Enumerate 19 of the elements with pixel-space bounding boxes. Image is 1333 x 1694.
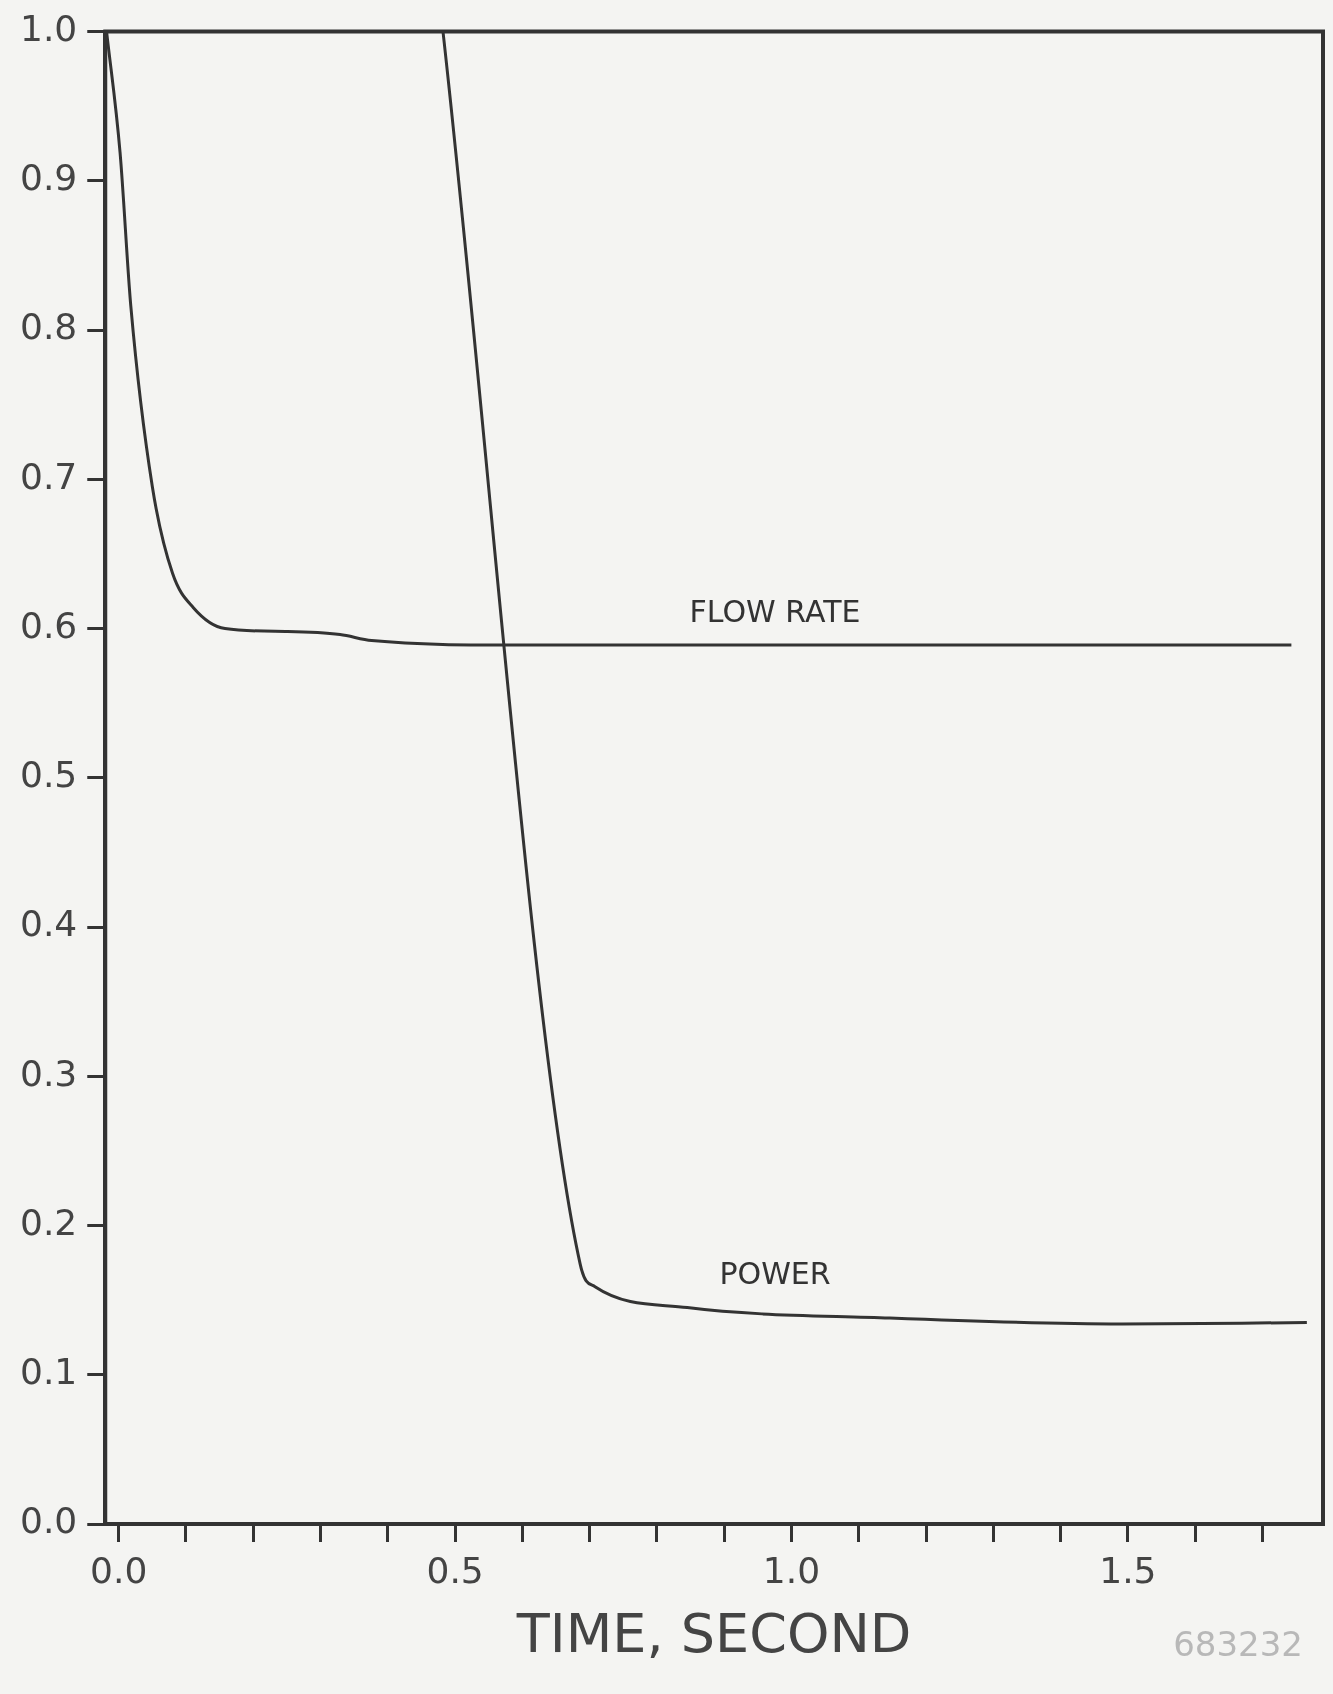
x-axis-title: TIME, SECOND <box>515 1601 912 1665</box>
x-tick-label: 1.5 <box>1099 1549 1157 1591</box>
x-tick-label: 0.5 <box>426 1549 484 1591</box>
y-tick-label: 0.8 <box>19 306 78 348</box>
y-tick-label: 0.2 <box>19 1201 78 1243</box>
y-tick-label: 0.1 <box>19 1351 78 1393</box>
series-label: POWER <box>719 1256 831 1292</box>
y-tick-label: 0.6 <box>19 604 78 646</box>
text: 683232 <box>1173 1624 1303 1664</box>
y-tick-label: 0.5 <box>19 754 78 796</box>
series-label: FLOW RATE <box>689 593 861 629</box>
y-tick-label: 0.3 <box>19 1052 78 1094</box>
y-tick-label: 0.9 <box>19 157 78 199</box>
y-tick-label: 0.0 <box>19 1500 78 1542</box>
x-tick-label: 1.0 <box>762 1549 821 1591</box>
y-tick-label: 0.4 <box>19 903 78 945</box>
y-tick-label: 1.0 <box>19 7 78 49</box>
x-tick-label: 0.0 <box>90 1549 148 1591</box>
y-tick-label: 0.7 <box>19 455 78 497</box>
